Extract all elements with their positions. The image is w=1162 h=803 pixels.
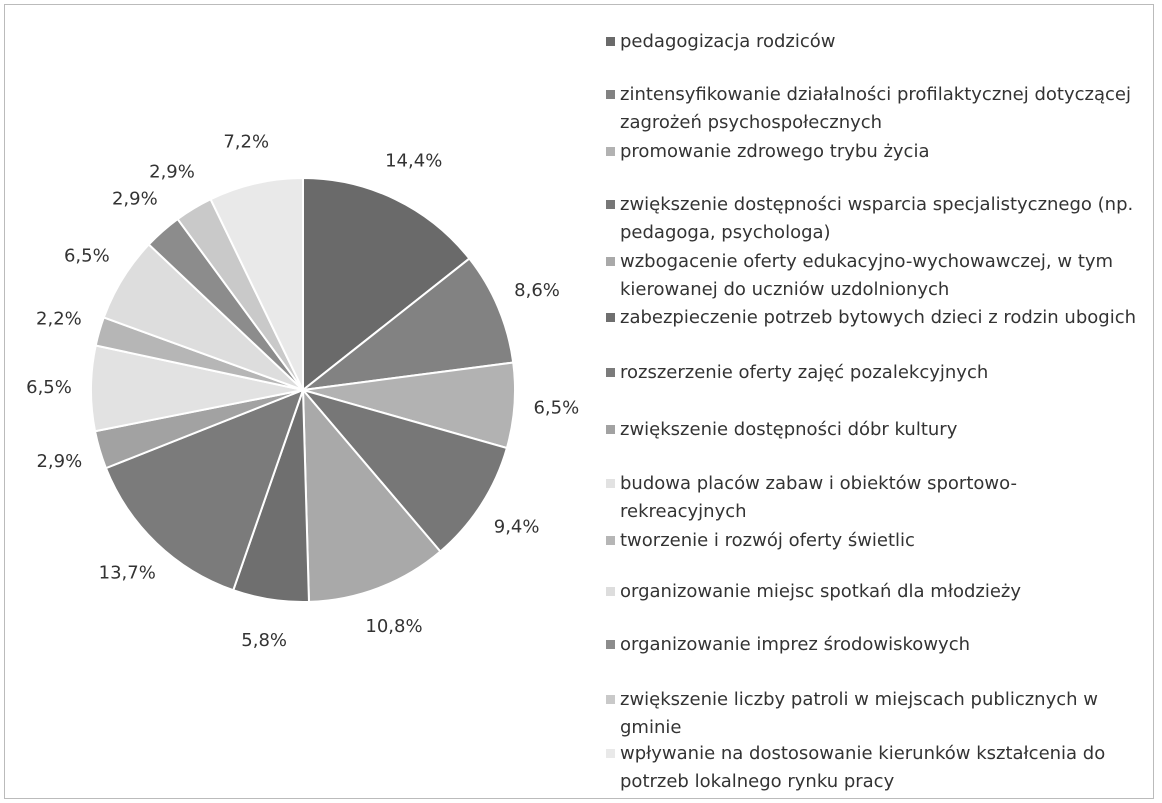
frame (4, 4, 1154, 799)
legend-item: zwiększenie liczby patroli w miejscach p… (606, 686, 1136, 742)
legend-swatch (606, 257, 615, 266)
pie-slice (299, 257, 515, 392)
data-label: 5,8% (241, 630, 287, 651)
legend-label: zwiększenie dostępności dóbr kultury (620, 419, 958, 440)
data-label: 10,8% (365, 616, 422, 637)
pie-slice (209, 176, 304, 391)
data-label: 7,2% (223, 131, 269, 152)
legend-item: budowa placów zabaw i obiektów sportowo-… (606, 470, 1136, 526)
legend-swatch (606, 587, 615, 596)
legend-label: budowa placów zabaw i obiektów sportowo-… (620, 473, 1017, 522)
legend-label: wpływanie na dostosowanie kierunków kszt… (620, 743, 1106, 792)
legend-item: zintensyfikowanie działalności profilakt… (606, 81, 1136, 137)
legend-label: zabezpieczenie potrzeb bytowych dzieci z… (620, 307, 1137, 328)
legend-item: organizowanie miejsc spotkań dla młodzie… (606, 578, 1136, 606)
legend-item: zabezpieczenie potrzeb bytowych dzieci z… (606, 304, 1136, 332)
legend-swatch (606, 749, 615, 758)
legend-swatch (606, 479, 615, 488)
data-label: 2,9% (112, 189, 158, 210)
data-label: 8,6% (514, 280, 560, 301)
legend-label: organizowanie miejsc spotkań dla młodzie… (620, 581, 1022, 602)
legend-item: organizowanie imprez środowiskowych (606, 631, 1136, 659)
legend-swatch (606, 37, 615, 46)
legend-item: zwiększenie dostępności wsparcia specjal… (606, 191, 1136, 247)
legend-swatch (606, 640, 615, 649)
legend-swatch (606, 695, 615, 704)
legend-item: rozszerzenie oferty zajęć pozalekcyjnych (606, 359, 1136, 387)
legend-item: wzbogacenie oferty edukacyjno-wychowawcz… (606, 248, 1136, 304)
legend-swatch (606, 90, 615, 99)
pie-slice (300, 388, 509, 553)
legend-label: pedagogizacja rodziców (620, 31, 836, 52)
legend-item: pedagogizacja rodziców (606, 28, 1136, 56)
data-label: 6,5% (64, 246, 110, 267)
legend-label: zwiększenie liczby patroli w miejscach p… (620, 689, 1098, 738)
legend-swatch (606, 200, 615, 209)
legend-label: promowanie zdrowego trybu życia (620, 141, 930, 162)
legend-item: wpływanie na dostosowanie kierunków kszt… (606, 740, 1136, 796)
legend-swatch (606, 368, 615, 377)
data-label: 2,2% (36, 309, 82, 330)
data-label: 2,9% (36, 451, 82, 472)
legend-label: zwiększenie dostępności wsparcia specjal… (620, 194, 1134, 243)
legend-swatch (606, 536, 615, 545)
legend-label: wzbogacenie oferty edukacyjno-wychowawcz… (620, 251, 1114, 300)
data-label: 6,5% (533, 398, 579, 419)
legend-item: zwiększenie dostępności dóbr kultury (606, 416, 1136, 444)
legend-label: organizowanie imprez środowiskowych (620, 634, 970, 655)
legend-swatch (606, 425, 615, 434)
data-label: 13,7% (99, 562, 156, 583)
legend-swatch (606, 147, 615, 156)
legend-label: rozszerzenie oferty zajęć pozalekcyjnych (620, 362, 989, 383)
data-label: 9,4% (494, 516, 540, 537)
data-label: 14,4% (385, 150, 442, 171)
legend-label: zintensyfikowanie działalności profilakt… (620, 84, 1131, 133)
legend-item: promowanie zdrowego trybu życia (606, 138, 1136, 166)
pie-slice (301, 387, 442, 603)
legend-item: tworzenie i rozwój oferty świetlic (606, 527, 1136, 555)
pie-slice (302, 176, 471, 393)
legend-swatch (606, 313, 615, 322)
data-label: 6,5% (26, 377, 72, 398)
pie-slice (104, 388, 305, 592)
legend-label: tworzenie i rozwój oferty świetlic (620, 530, 915, 551)
data-label: 2,9% (149, 161, 195, 182)
